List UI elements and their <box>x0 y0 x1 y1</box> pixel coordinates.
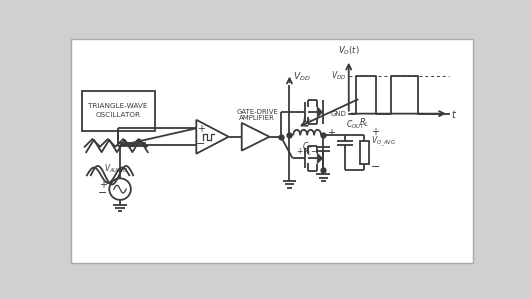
Bar <box>359 141 369 164</box>
Polygon shape <box>317 107 322 118</box>
Bar <box>82 91 155 131</box>
Text: GND: GND <box>331 111 346 117</box>
Text: $C_{OUT}$: $C_{OUT}$ <box>346 119 365 132</box>
Text: $R_L$: $R_L$ <box>359 117 370 129</box>
Text: −: − <box>98 188 107 198</box>
Text: −: − <box>371 162 380 172</box>
Text: +: + <box>99 180 107 190</box>
Text: +: + <box>371 127 379 137</box>
Text: $t$: $t$ <box>451 108 457 120</box>
Text: $L_F$: $L_F$ <box>302 113 312 126</box>
Text: $V_{AUDIO}$: $V_{AUDIO}$ <box>104 163 129 175</box>
Text: +$V_L$−: +$V_L$− <box>296 145 319 158</box>
Text: $V_{O\_AVG}$: $V_{O\_AVG}$ <box>371 134 396 149</box>
Text: +: + <box>197 124 205 134</box>
Text: $V_{DD}$: $V_{DD}$ <box>331 70 346 82</box>
Text: −: − <box>196 139 205 150</box>
Text: AMPLIFIER: AMPLIFIER <box>239 115 275 120</box>
Text: $C_F$: $C_F$ <box>302 141 313 153</box>
Polygon shape <box>317 153 322 164</box>
Text: TRIANGLE-WAVE: TRIANGLE-WAVE <box>88 103 148 109</box>
Text: +: + <box>327 128 335 138</box>
Text: OSCILLATOR: OSCILLATOR <box>96 112 141 118</box>
Text: $V_{DD}$: $V_{DD}$ <box>293 71 311 83</box>
Text: $V_O(t)$: $V_O(t)$ <box>338 45 359 57</box>
Text: GATE-DRIVE: GATE-DRIVE <box>236 109 278 115</box>
